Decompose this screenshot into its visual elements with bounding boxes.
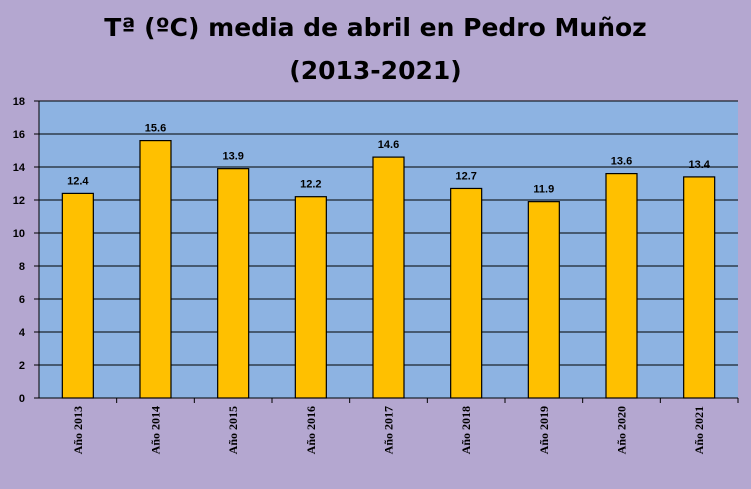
bar — [139, 140, 172, 399]
data-label: 13.6 — [611, 156, 632, 168]
x-tick-label: Año 2020 — [615, 406, 629, 454]
data-label: 13.9 — [222, 151, 243, 163]
y-tick-label: 8 — [19, 261, 25, 273]
bar — [217, 168, 250, 399]
bar — [61, 192, 94, 399]
bar — [294, 196, 327, 399]
x-tick-label: Año 2018 — [459, 406, 473, 454]
x-tick-label: Año 2014 — [149, 406, 163, 454]
y-tick-label: 16 — [13, 129, 25, 141]
x-tick-label: Año 2013 — [71, 406, 85, 454]
bar — [683, 176, 716, 399]
y-tick-label: 18 — [13, 96, 25, 108]
x-tick-label: Año 2015 — [226, 406, 240, 454]
data-label: 12.7 — [455, 170, 476, 182]
data-label: 15.6 — [145, 123, 166, 135]
bar — [605, 173, 638, 399]
y-tick-label: 0 — [19, 393, 25, 405]
data-label: 13.4 — [688, 159, 710, 171]
chart-title: Tª (ºC) media de abril en Pedro Muñoz — [104, 13, 647, 42]
y-tick-label: 4 — [19, 327, 26, 339]
y-tick-label: 6 — [19, 294, 25, 306]
bar — [527, 201, 560, 399]
x-tick-label: Año 2021 — [692, 406, 706, 454]
x-tick-label: Año 2019 — [537, 406, 551, 454]
data-label: 11.9 — [533, 184, 554, 196]
y-tick-label: 12 — [13, 195, 25, 207]
y-tick-label: 2 — [19, 360, 25, 372]
x-tick-label: Año 2016 — [304, 406, 318, 454]
x-tick-label: Año 2017 — [382, 406, 396, 454]
chart-subtitle: (2013-2021) — [289, 56, 462, 85]
data-label: 14.6 — [378, 139, 399, 151]
y-tick-label: 10 — [13, 228, 25, 240]
data-label: 12.4 — [67, 175, 89, 187]
bar — [450, 187, 483, 399]
y-tick-label: 14 — [13, 162, 26, 174]
bar — [372, 156, 405, 399]
data-label: 12.2 — [300, 179, 321, 191]
